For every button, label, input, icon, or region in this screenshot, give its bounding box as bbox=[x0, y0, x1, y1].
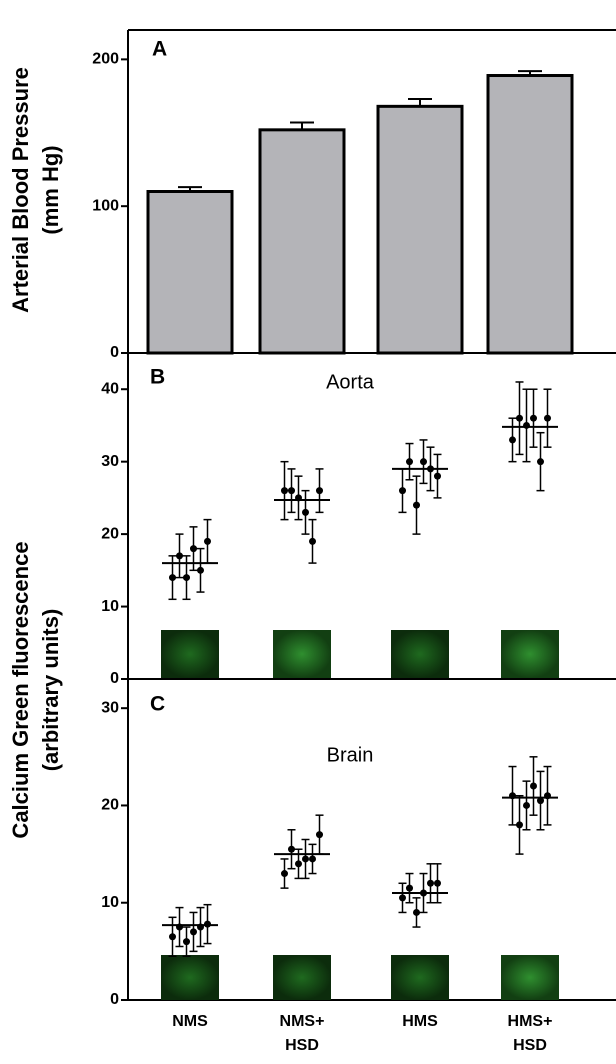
y-axis-label: (arbitrary units) bbox=[38, 609, 63, 772]
data-point bbox=[288, 487, 295, 494]
data-point bbox=[420, 458, 427, 465]
data-point bbox=[537, 458, 544, 465]
bar bbox=[148, 192, 232, 354]
data-point bbox=[281, 487, 288, 494]
chart: 0100200AArterial Blood Pressure(mm Hg)01… bbox=[0, 0, 616, 1064]
y-axis-label: Calcium Green fluorescence bbox=[8, 541, 33, 838]
data-point bbox=[183, 938, 190, 945]
data-point bbox=[169, 574, 176, 581]
micrograph bbox=[161, 630, 219, 678]
y-tick-label: 40 bbox=[101, 380, 119, 397]
x-tick-label: HMS bbox=[392, 1010, 448, 1034]
panel-label: B bbox=[150, 366, 165, 389]
x-tick-label: NMS+ HSD bbox=[274, 1010, 330, 1058]
data-point bbox=[516, 821, 523, 828]
micrograph bbox=[501, 630, 559, 678]
y-tick-label: 10 bbox=[101, 894, 119, 911]
x-tick-label: NMS bbox=[162, 1010, 218, 1034]
y-axis-label: (mm Hg) bbox=[38, 145, 63, 234]
data-point bbox=[176, 552, 183, 559]
data-point bbox=[316, 831, 323, 838]
y-tick-label: 20 bbox=[101, 797, 119, 814]
data-point bbox=[413, 909, 420, 916]
data-point bbox=[523, 422, 530, 429]
y-tick-label: 10 bbox=[101, 598, 119, 615]
panel-label: A bbox=[152, 38, 167, 61]
y-tick-label: 200 bbox=[92, 51, 119, 68]
data-point bbox=[183, 574, 190, 581]
data-point bbox=[406, 458, 413, 465]
bar bbox=[260, 130, 344, 353]
data-point bbox=[295, 860, 302, 867]
data-point bbox=[544, 415, 551, 422]
data-point bbox=[302, 855, 309, 862]
y-tick-label: 0 bbox=[110, 344, 119, 361]
data-point bbox=[530, 415, 537, 422]
data-point bbox=[399, 487, 406, 494]
page: 0100200AArterial Blood Pressure(mm Hg)01… bbox=[0, 0, 616, 1064]
data-point bbox=[316, 487, 323, 494]
data-point bbox=[427, 880, 434, 887]
data-point bbox=[523, 802, 530, 809]
data-point bbox=[288, 846, 295, 853]
data-point bbox=[169, 933, 176, 940]
y-tick-label: 20 bbox=[101, 525, 119, 542]
data-point bbox=[530, 783, 537, 790]
x-tick-label: HMS+ HSD bbox=[502, 1010, 558, 1058]
data-point bbox=[204, 538, 211, 545]
y-tick-label: 0 bbox=[110, 991, 119, 1008]
data-point bbox=[190, 545, 197, 552]
micrograph bbox=[391, 955, 449, 1000]
data-point bbox=[516, 415, 523, 422]
micrograph bbox=[273, 630, 331, 678]
y-tick-label: 0 bbox=[110, 670, 119, 687]
bar bbox=[378, 106, 462, 353]
data-point bbox=[197, 567, 204, 574]
data-point bbox=[406, 885, 413, 892]
micrograph bbox=[161, 955, 219, 1000]
bar bbox=[488, 76, 572, 353]
micrograph bbox=[273, 955, 331, 1000]
data-point bbox=[509, 436, 516, 443]
data-point bbox=[434, 473, 441, 480]
data-point bbox=[281, 870, 288, 877]
data-point bbox=[302, 509, 309, 516]
micrograph bbox=[501, 955, 559, 1000]
data-point bbox=[434, 880, 441, 887]
y-tick-label: 30 bbox=[101, 453, 119, 470]
data-point bbox=[399, 894, 406, 901]
y-axis-label: Arterial Blood Pressure bbox=[8, 67, 33, 313]
data-point bbox=[190, 928, 197, 935]
panel-label: C bbox=[150, 693, 165, 716]
micrograph bbox=[391, 630, 449, 678]
data-point bbox=[309, 538, 316, 545]
data-point bbox=[309, 855, 316, 862]
panel-title: Brain bbox=[327, 744, 374, 766]
data-point bbox=[413, 502, 420, 509]
y-tick-label: 30 bbox=[101, 699, 119, 716]
y-tick-label: 100 bbox=[92, 197, 119, 214]
panel-title: Aorta bbox=[326, 371, 375, 393]
